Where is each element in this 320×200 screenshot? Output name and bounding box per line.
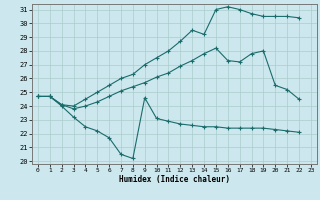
X-axis label: Humidex (Indice chaleur): Humidex (Indice chaleur): [119, 175, 230, 184]
